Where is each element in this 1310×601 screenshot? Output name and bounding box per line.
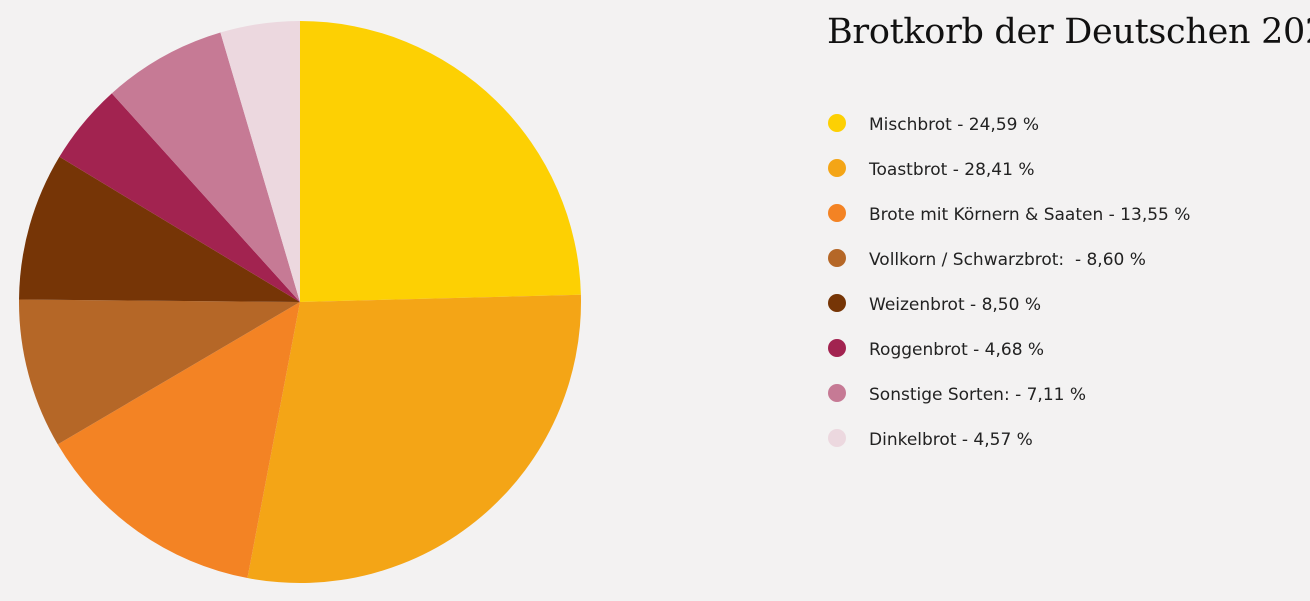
legend-item[interactable]: Mischbrot - 24,59 %: [828, 102, 1190, 147]
legend-item[interactable]: Brote mit Körnern & Saaten - 13,55 %: [828, 192, 1190, 237]
legend-label: Weizenbrot - 8,50 %: [869, 294, 1041, 315]
legend-label: Sonstige Sorten: - 7,11 %: [869, 384, 1087, 405]
pie-slice-8[interactable]: [220, 21, 300, 302]
legend-swatch: [828, 113, 846, 132]
legend-swatch: [828, 428, 846, 447]
legend-item[interactable]: Sonstige Sorten: - 7,11 %: [828, 372, 1190, 417]
legend-item[interactable]: Toastbrot - 28,41 %: [828, 147, 1190, 192]
pie-slice-7[interactable]: [111, 32, 300, 303]
pie-slice-1[interactable]: [300, 20, 581, 302]
legend-item[interactable]: Weizenbrot - 8,50 %: [828, 282, 1190, 327]
legend-label: Toastbrot - 28,41 %: [869, 159, 1035, 180]
legend-swatch: [828, 383, 846, 402]
legend-label: Brote mit Körnern & Saaten - 13,55 %: [869, 204, 1191, 225]
pie-slice-4[interactable]: [18, 299, 300, 445]
legend-item[interactable]: Roggenbrot - 4,68 %: [828, 327, 1190, 372]
legend-swatch: [828, 248, 846, 267]
pie-slice-5[interactable]: [19, 156, 300, 302]
pie-slice-2[interactable]: [247, 294, 582, 584]
legend-item[interactable]: Dinkelbrot - 4,57 %: [828, 417, 1190, 462]
legend-swatch: [828, 203, 846, 222]
legend-swatch: [828, 158, 846, 177]
legend-label: Mischbrot - 24,59 %: [869, 114, 1040, 135]
legend: Mischbrot - 24,59 % Toastbrot - 28,41 % …: [828, 102, 1190, 462]
pie-slice-6[interactable]: [59, 93, 300, 302]
legend-swatch: [828, 293, 846, 312]
legend-swatch: [828, 338, 846, 357]
legend-label: Dinkelbrot - 4,57 %: [869, 429, 1033, 450]
legend-label: Roggenbrot - 4,68 %: [869, 339, 1045, 360]
pie-slice-3[interactable]: [57, 302, 300, 579]
pie-chart: [18, 20, 582, 584]
chart-title: Brotkorb der Deutschen 2024: [827, 12, 1310, 52]
legend-label: Vollkorn / Schwarzbrot: - 8,60 %: [869, 249, 1146, 270]
legend-item[interactable]: Vollkorn / Schwarzbrot: - 8,60 %: [828, 237, 1190, 282]
